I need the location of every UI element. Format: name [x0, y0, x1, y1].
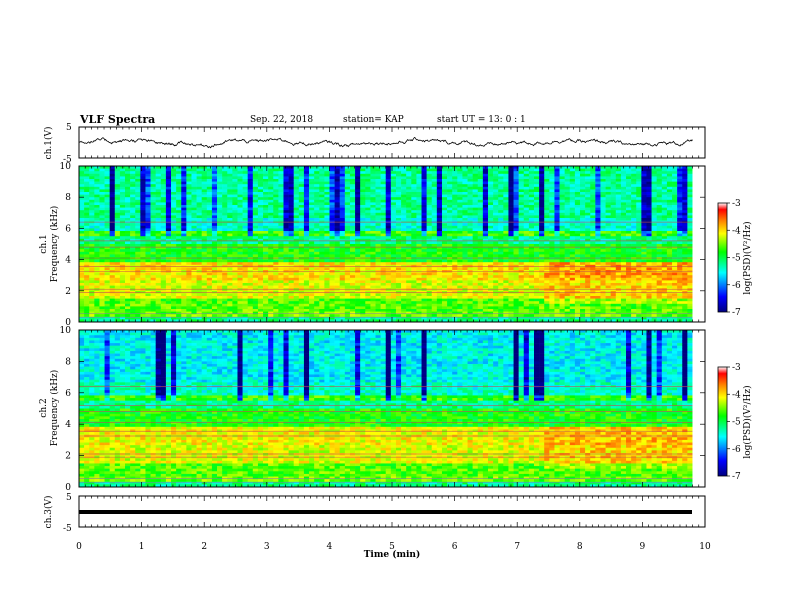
x-tick-label: 8 [577, 542, 583, 552]
colorbar-tick-label: -3 [732, 363, 741, 373]
ch2-spectrogram-image [79, 330, 705, 488]
start-time-label: start UT = 13: 0 : 1 [437, 115, 526, 125]
ch2-spec-ylabel-channel: ch.2 [39, 398, 49, 417]
colorbar-tick-label: -7 [732, 472, 741, 482]
ch2-spectrogram-panel: 10 8 6 4 2 0 ch.2 Frequency (kHz) [39, 326, 706, 493]
colorbar-tick-label: -5 [732, 254, 741, 264]
spec-ytick-label: 10 [60, 162, 72, 172]
ch2-colorbar-label: log(PSD)(V²/Hz) [742, 385, 753, 458]
spec-ytick-label: 0 [65, 483, 71, 493]
spec-ytick-label: 2 [65, 452, 71, 462]
station-label: station= KAP [343, 115, 404, 125]
x-tick-label: 4 [327, 542, 333, 552]
x-tick-label: 2 [201, 542, 207, 552]
x-axis-label: Time (min) [364, 549, 421, 560]
ch3-ylabel: ch.3(V) [43, 496, 54, 529]
colorbar-tick-label: -6 [732, 445, 741, 455]
spec-ytick-label: 0 [65, 318, 71, 328]
chart-title: VLF Spectra [79, 113, 155, 126]
ch3-waveform-panel: 5 -5 ch.3(V) [43, 493, 706, 534]
x-tick-label: 0 [76, 542, 82, 552]
ch1-spectrogram-panel: 10 8 6 4 2 0 ch.1 Frequency (kHz) [39, 162, 706, 328]
spec-ytick-label: 2 [65, 287, 71, 297]
ch2-colorbar: -3 -4 -5 -6 -7 log(PSD)(V²/Hz) [717, 363, 753, 482]
spec-ytick-label: 8 [65, 357, 71, 367]
spec-ytick-label: 10 [60, 326, 72, 336]
ch1-waveform-panel: 5 -5 ch.1(V) [43, 123, 706, 165]
date-label: Sep. 22, 2018 [250, 115, 313, 125]
spec-ytick-label: 6 [65, 224, 71, 234]
spec-ytick-label: 8 [65, 193, 71, 203]
colorbar-tick-label: -4 [732, 390, 741, 400]
x-tick-label: 1 [139, 542, 145, 552]
ch1-colorbar-label: log(PSD)(V²/Hz) [742, 221, 753, 294]
ch1-colorbar: -3 -4 -5 -6 -7 log(PSD)(V²/Hz) [717, 199, 753, 318]
colorbar-tick-label: -6 [732, 281, 741, 291]
x-tick-label: 10 [699, 542, 711, 552]
ch2-spec-ylabel: Frequency (kHz) [49, 370, 60, 447]
x-tick-label: 3 [264, 542, 270, 552]
spec-ytick-label: 4 [65, 420, 71, 430]
colorbar-tick-label: -4 [732, 226, 741, 236]
x-tick-label: 6 [452, 542, 458, 552]
ch1-spec-ylabel: Frequency (kHz) [49, 206, 60, 283]
x-tick-label: 7 [514, 542, 520, 552]
x-tick-label: 9 [640, 542, 646, 552]
ch1-ylabel: ch.1(V) [43, 127, 54, 160]
ch3-ytick-top: 5 [66, 493, 72, 503]
ch1-spec-ylabel-channel: ch.1 [39, 234, 49, 253]
colorbar-tick-label: -5 [732, 418, 741, 428]
x-tick-label: 5 [389, 542, 395, 552]
colorbar-tick-label: -3 [732, 199, 741, 209]
spec-ytick-label: 6 [65, 389, 71, 399]
spec-ytick-label: 4 [65, 256, 71, 266]
ch1-ytick-bottom: -5 [63, 155, 72, 165]
colorbar-tick-label: -7 [732, 308, 741, 318]
ch3-ytick-bottom: -5 [63, 524, 72, 534]
ch1-spectrogram-image [79, 166, 705, 323]
ch1-waveform-line [78, 137, 693, 149]
ch1-ytick-top: 5 [66, 123, 72, 133]
